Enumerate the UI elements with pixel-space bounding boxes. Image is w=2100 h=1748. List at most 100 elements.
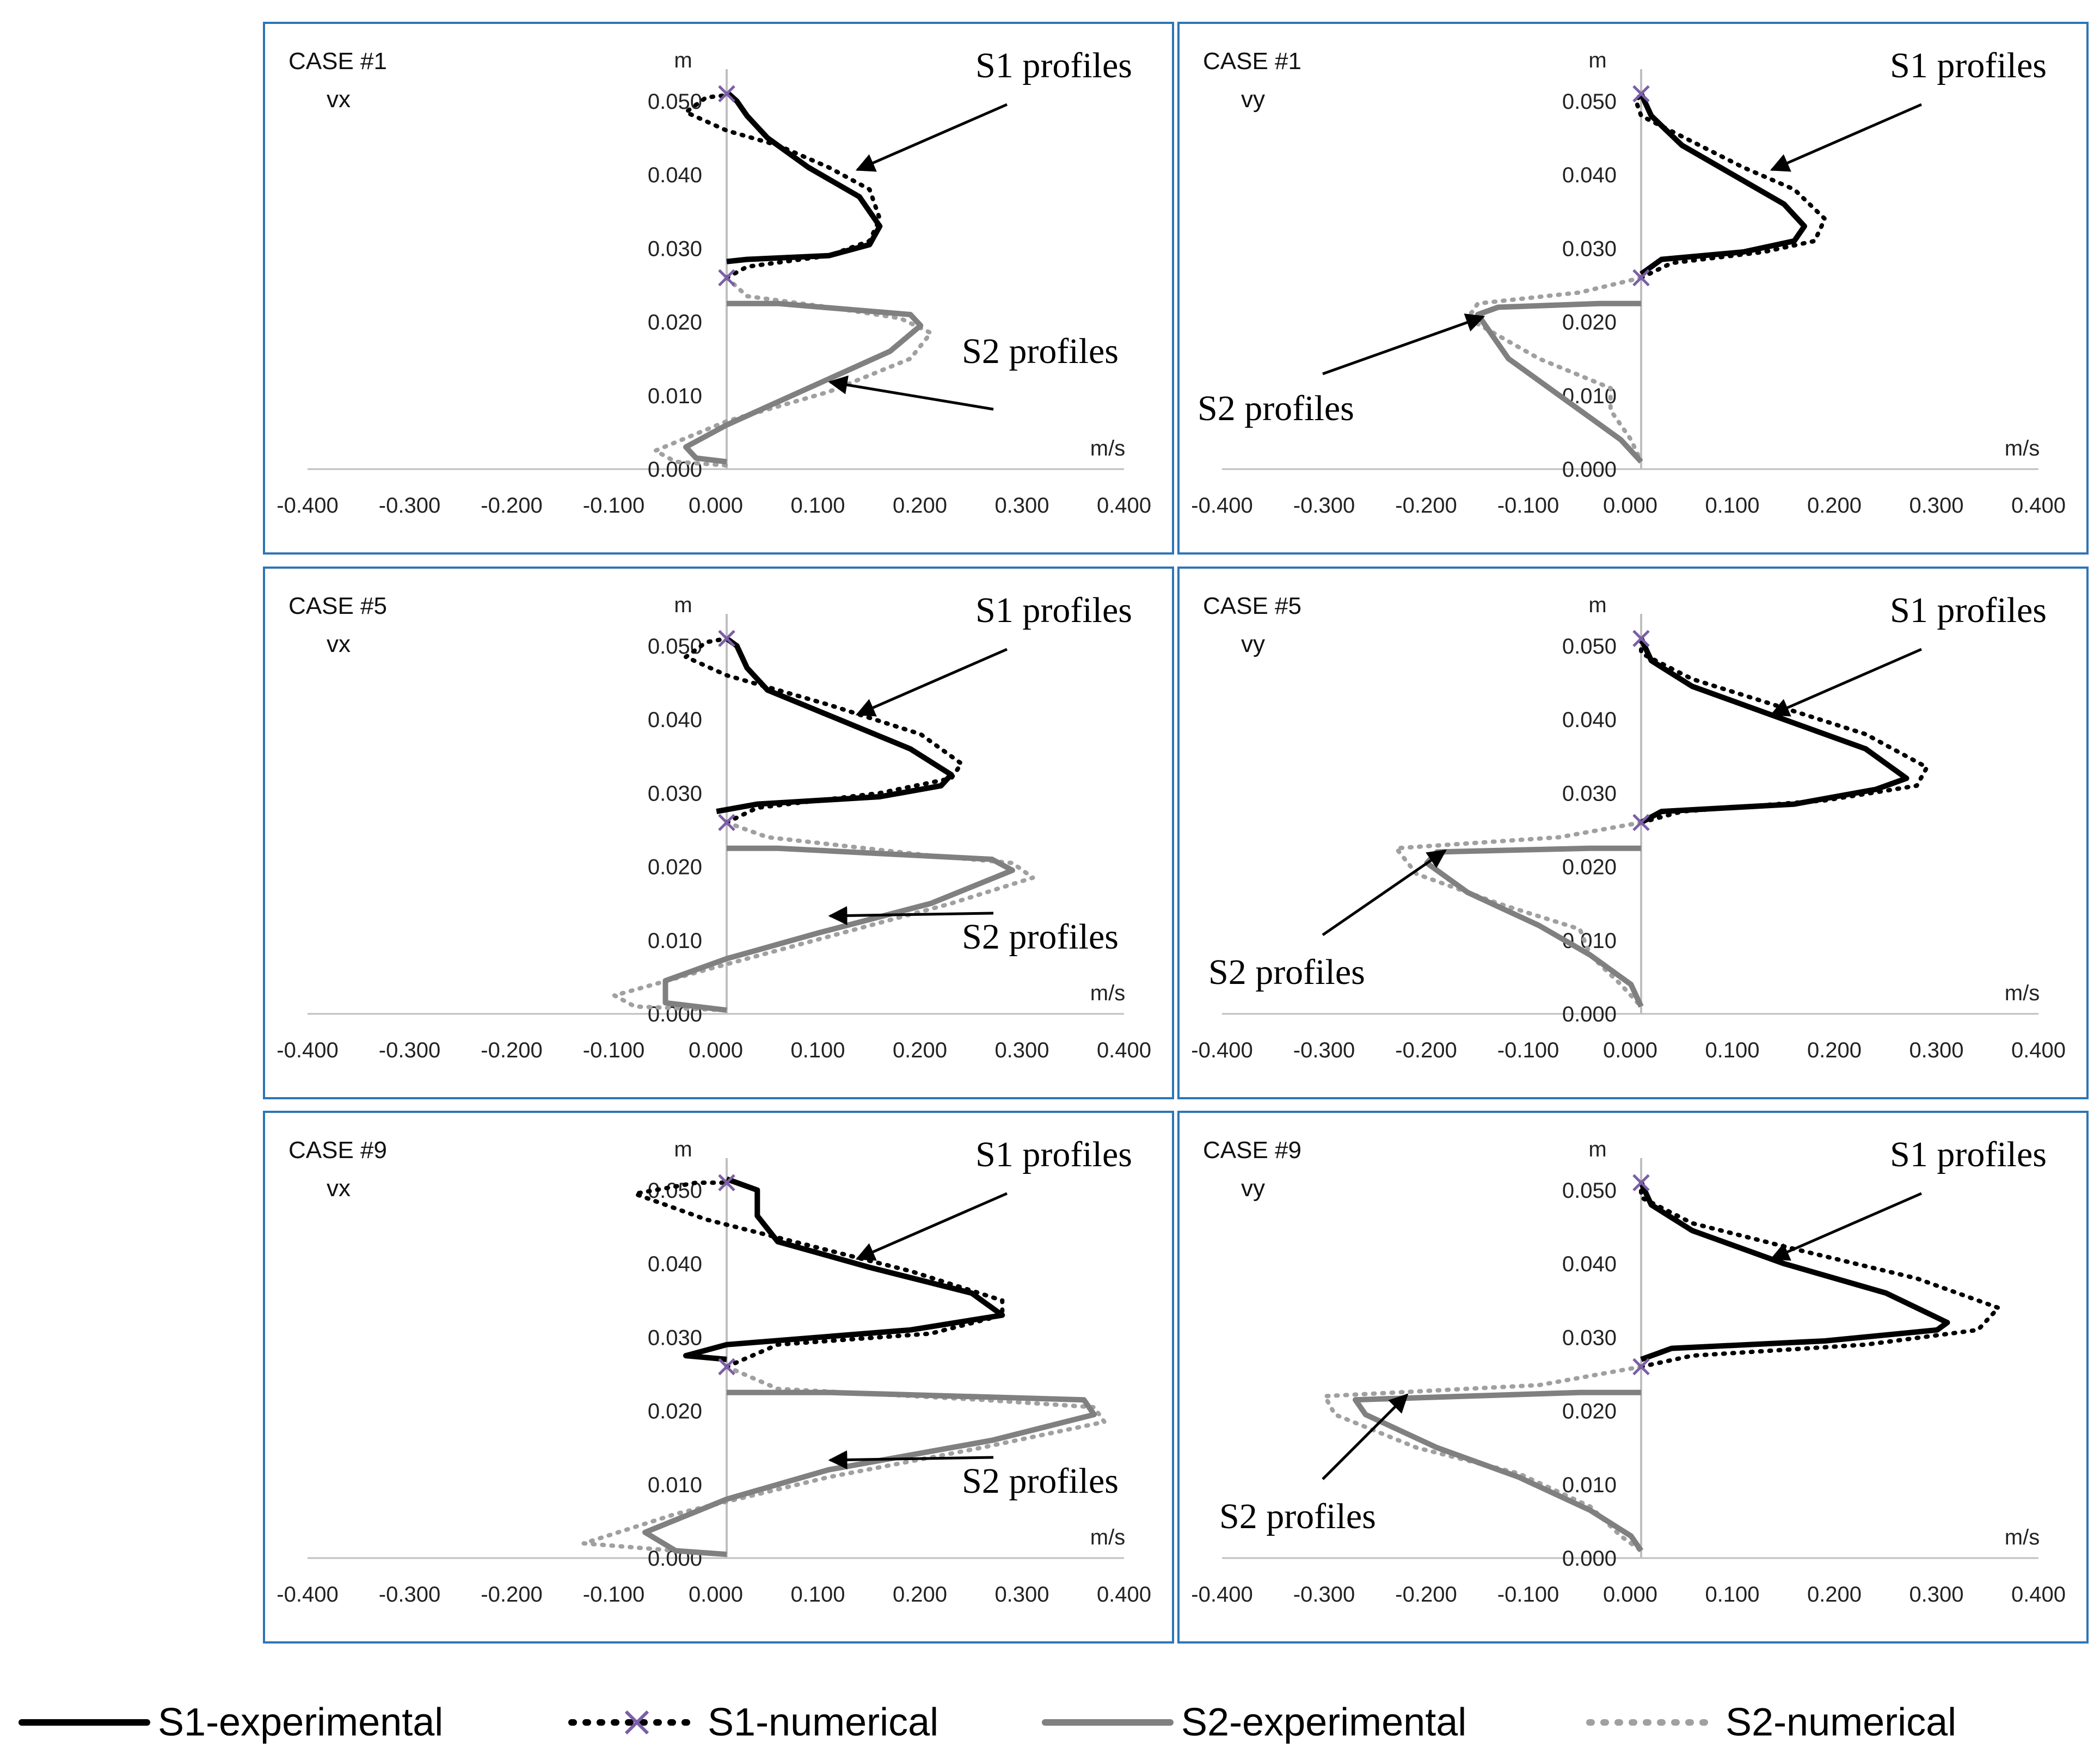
x-tick-label: 0.100 xyxy=(790,1583,845,1607)
y-axis-unit: m xyxy=(674,593,692,617)
x-tick-label: 0.400 xyxy=(1097,494,1151,518)
x-tick-label: -0.200 xyxy=(1395,1038,1457,1062)
x-tick-label: 0.000 xyxy=(689,1583,743,1607)
s2-arrow xyxy=(828,375,994,411)
case-label: CASE #5 xyxy=(288,593,387,619)
numerical-marker xyxy=(718,269,735,287)
series-s1-experimental xyxy=(716,636,954,815)
x-tick-label: 0.300 xyxy=(994,494,1049,518)
x-tick-label: 0.000 xyxy=(1603,1583,1657,1607)
y-tick-label: 0.010 xyxy=(648,1473,702,1497)
x-tick-label: 0.200 xyxy=(1807,494,1862,518)
x-tick-label: 0.400 xyxy=(1097,1038,1151,1062)
x-tick-label: -0.300 xyxy=(1293,1038,1355,1062)
panel-border xyxy=(1177,22,2089,555)
y-tick-label: 0.000 xyxy=(1562,458,1617,482)
y-tick-label: 0.010 xyxy=(648,384,702,408)
legend-item-s1_exp: S1-experimental xyxy=(19,1701,443,1744)
x-tick-label: 0.400 xyxy=(2011,1583,2066,1607)
numerical-marker xyxy=(718,1174,735,1192)
numerical-marker xyxy=(718,630,735,648)
s2-annotation: S2 profiles xyxy=(962,331,1119,371)
component-label: vx xyxy=(327,631,351,657)
series-s2-experimental xyxy=(662,845,1015,1013)
s1-arrow xyxy=(1770,103,1922,172)
series-s2-numerical xyxy=(612,820,1035,1013)
s1-annotation: S1 profiles xyxy=(1890,46,2047,85)
case-label: CASE #1 xyxy=(1203,48,1301,75)
x-tick-label: -0.400 xyxy=(1191,494,1252,518)
x-tick-label: -0.100 xyxy=(1497,1038,1559,1062)
x-tick-label: -0.300 xyxy=(1293,494,1355,518)
series-s2-numerical xyxy=(1394,820,1643,1009)
x-tick-label: -0.100 xyxy=(583,1583,644,1607)
y-axis-unit: m xyxy=(1588,48,1606,72)
y-tick-label: 0.000 xyxy=(1562,1547,1617,1571)
y-axis-unit: m xyxy=(1588,593,1606,617)
x-tick-label: 0.300 xyxy=(1909,1583,1963,1607)
y-tick-label: 0.030 xyxy=(648,237,702,261)
case-label: CASE #1 xyxy=(288,48,387,75)
x-tick-label: 0.400 xyxy=(1097,1583,1151,1607)
y-tick-label: 0.050 xyxy=(648,90,702,114)
series-s1-numerical xyxy=(1639,1180,2001,1369)
component-label: vy xyxy=(1241,631,1265,657)
numerical-marker xyxy=(1632,630,1650,648)
y-tick-label: 0.030 xyxy=(1562,781,1617,805)
chart-panel-4: -0.400 -0.300 -0.200 -0.100 0.000 0.100 0.200 0… xyxy=(1177,567,2089,1099)
legend-item-s1_num: S1-numerical xyxy=(568,1701,938,1744)
y-tick-label: 0.020 xyxy=(1562,855,1617,879)
series-s1-numerical xyxy=(1634,91,1827,280)
legend-label: S1-experimental xyxy=(158,1701,443,1744)
chart-panel-6: -0.400 -0.300 -0.200 -0.100 0.000 0.100 0.200 0… xyxy=(1177,1111,2089,1644)
y-tick-label: 0.050 xyxy=(1562,635,1617,658)
numerical-marker xyxy=(1632,269,1650,287)
series-s2-numerical xyxy=(581,1364,1107,1557)
x-tick-label: -0.200 xyxy=(481,1583,542,1607)
panel-border xyxy=(263,1111,1174,1644)
series-s1-experimental xyxy=(1638,1181,1950,1362)
x-tick-label: 0.100 xyxy=(1705,1583,1759,1607)
component-label: vx xyxy=(327,1175,351,1202)
x-tick-label: -0.300 xyxy=(379,494,440,518)
y-tick-label: 0.040 xyxy=(1562,163,1617,187)
series-s2-experimental xyxy=(683,300,924,465)
legend-item-s2_num: S2-numerical xyxy=(1586,1701,1956,1744)
series-s1-experimental xyxy=(1638,637,1909,825)
s1-arrow xyxy=(855,648,1008,717)
series-s2-numerical xyxy=(1465,275,1643,464)
series-s2-experimental xyxy=(1424,845,1644,1008)
component-label: vy xyxy=(1241,86,1265,113)
series-s1-experimental xyxy=(683,1176,1005,1362)
s1-annotation: S1 profiles xyxy=(975,1135,1132,1174)
y-tick-label: 0.010 xyxy=(648,929,702,953)
chart-panel-2: -0.400 -0.300 -0.200 -0.100 0.000 0.100 0.200 0… xyxy=(1177,22,2089,555)
y-tick-label: 0.030 xyxy=(648,781,702,805)
s1-annotation: S1 profiles xyxy=(1890,590,2047,630)
x-tick-label: -0.200 xyxy=(1395,494,1457,518)
x-tick-label: -0.200 xyxy=(481,494,542,518)
panel-border xyxy=(263,567,1174,1099)
x-tick-label: 0.000 xyxy=(1603,1038,1657,1062)
series-s1-numerical xyxy=(633,1180,1005,1369)
numerical-marker xyxy=(1632,1174,1650,1192)
panel-border xyxy=(263,22,1174,555)
x-tick-label: -0.100 xyxy=(583,1038,644,1062)
numerical-marker xyxy=(1632,85,1650,103)
x-tick-label: 0.200 xyxy=(1807,1583,1862,1607)
y-tick-label: 0.020 xyxy=(1562,1400,1617,1424)
series-s1-experimental xyxy=(726,91,883,264)
x-tick-label: -0.300 xyxy=(1293,1583,1355,1607)
x-tick-label: -0.100 xyxy=(583,494,644,518)
x-axis-unit: m/s xyxy=(2005,981,2040,1005)
x-tick-label: 0.100 xyxy=(790,494,845,518)
series-s1-numerical xyxy=(684,636,964,825)
x-tick-label: 0.300 xyxy=(1909,494,1963,518)
chart-panel-5: -0.400 -0.300 -0.200 -0.100 0.000 0.100 0.200 0… xyxy=(263,1111,1174,1644)
x-tick-label: 0.400 xyxy=(2011,1038,2066,1062)
s2-annotation: S2 profiles xyxy=(962,1461,1119,1501)
y-tick-label: 0.020 xyxy=(648,311,702,335)
y-tick-label: 0.030 xyxy=(648,1326,702,1350)
x-tick-label: 0.200 xyxy=(893,494,947,518)
x-tick-label: 0.200 xyxy=(893,1583,947,1607)
